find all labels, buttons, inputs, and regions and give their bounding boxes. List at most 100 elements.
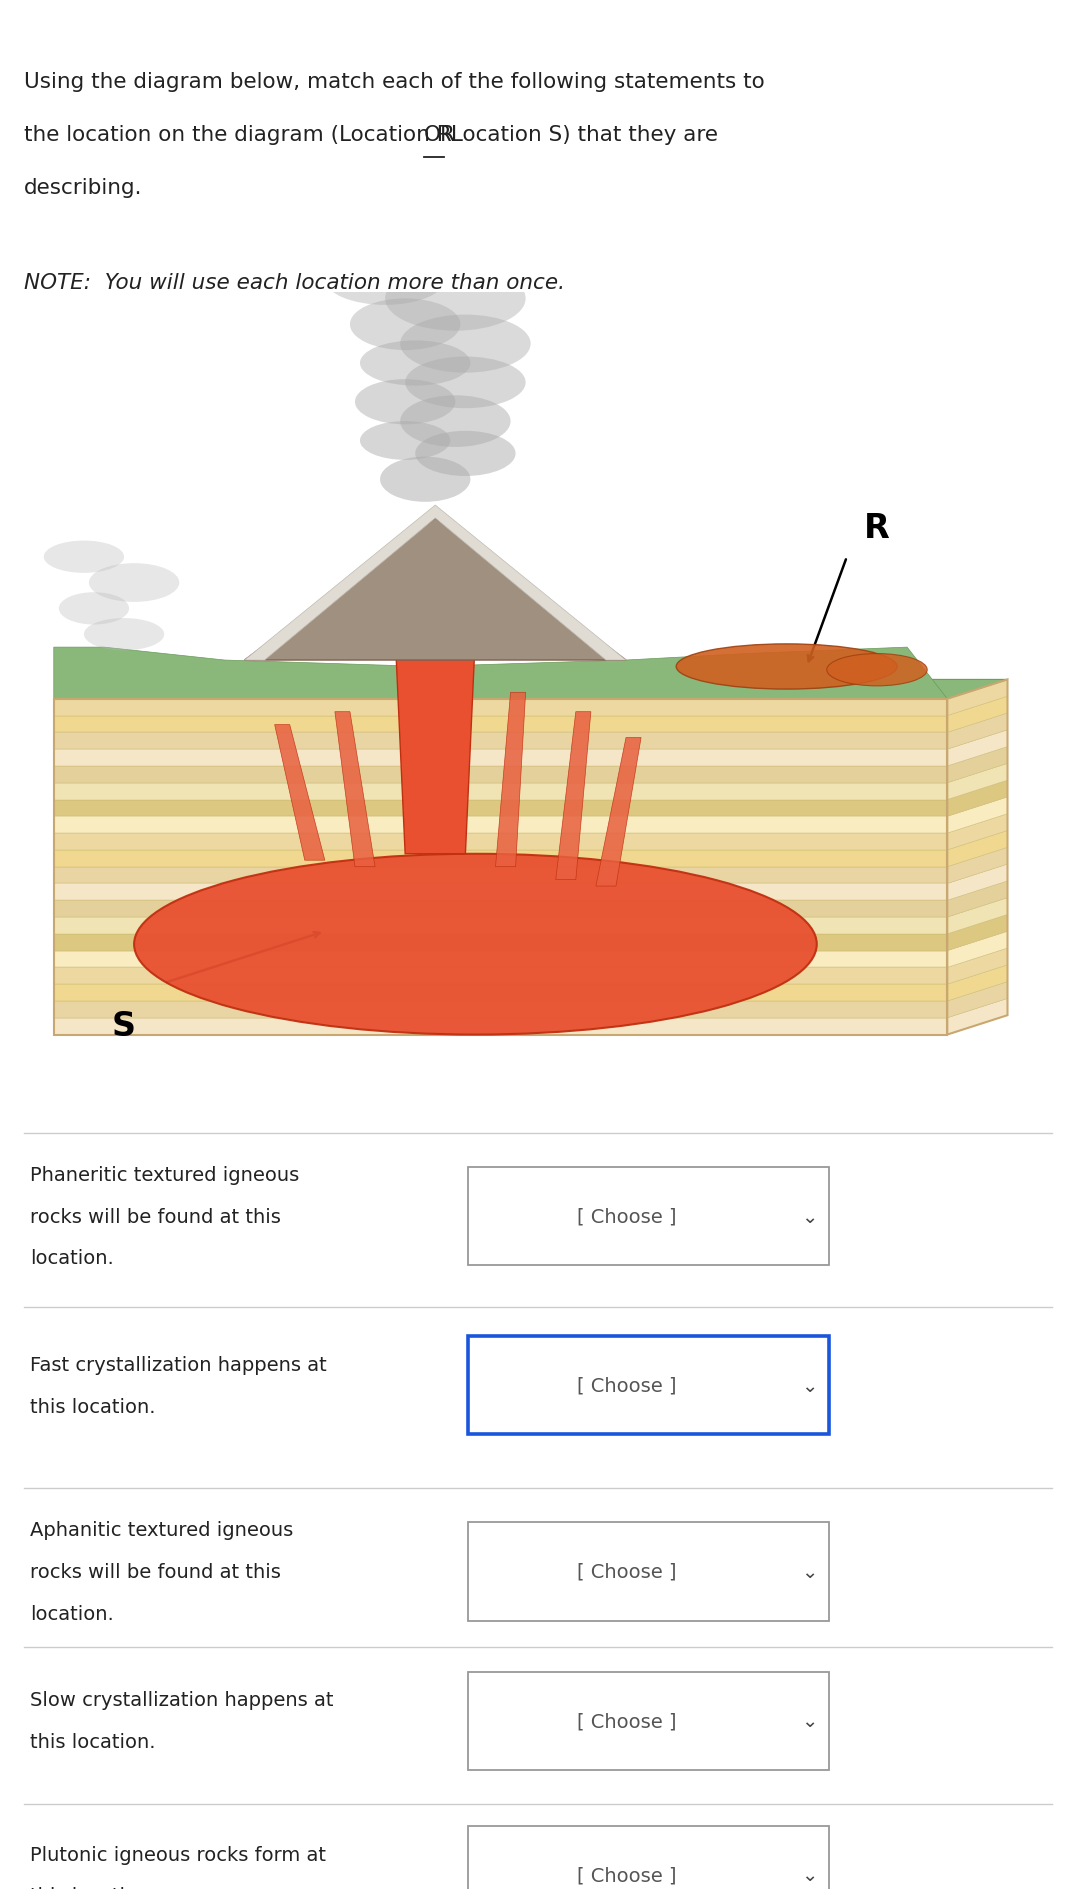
Ellipse shape [89,563,180,603]
Polygon shape [947,780,1007,816]
Polygon shape [54,716,947,733]
Polygon shape [947,697,1007,733]
FancyBboxPatch shape [468,1672,829,1770]
Text: ⌄: ⌄ [801,1864,818,1885]
Polygon shape [54,867,947,884]
Text: [ Choose ]: [ Choose ] [577,1864,677,1885]
Polygon shape [335,712,376,867]
FancyBboxPatch shape [468,1825,829,1889]
Polygon shape [54,901,947,918]
Text: S: S [112,1009,136,1043]
Text: ⌄: ⌄ [801,1375,818,1396]
Polygon shape [947,714,1007,750]
Text: location.: location. [30,1604,114,1623]
Polygon shape [54,680,1007,699]
Polygon shape [947,731,1007,767]
FancyBboxPatch shape [468,1523,829,1621]
Polygon shape [947,763,1007,801]
Polygon shape [54,816,947,833]
Polygon shape [947,931,1007,967]
Polygon shape [54,648,947,699]
Ellipse shape [380,457,470,502]
Ellipse shape [134,854,817,1035]
Polygon shape [54,833,947,850]
Polygon shape [947,882,1007,918]
Ellipse shape [84,620,165,652]
Polygon shape [947,999,1007,1035]
Polygon shape [54,699,947,716]
Text: Using the diagram below, match each of the following statements to: Using the diagram below, match each of t… [24,72,764,93]
Polygon shape [947,748,1007,784]
Ellipse shape [355,380,455,425]
Polygon shape [947,897,1007,935]
Text: ⌄: ⌄ [801,1711,818,1730]
Text: the location on the diagram (Location R: the location on the diagram (Location R [24,125,458,145]
Text: Location S) that they are: Location S) that they are [444,125,718,145]
Text: ⌄: ⌄ [801,1562,818,1581]
Polygon shape [947,865,1007,901]
Text: describing.: describing. [24,178,142,198]
Ellipse shape [676,644,897,689]
FancyBboxPatch shape [468,1337,829,1436]
Polygon shape [244,506,626,661]
Polygon shape [596,739,641,886]
Text: rocks will be found at this: rocks will be found at this [30,1207,281,1226]
Text: OR: OR [424,125,456,145]
Ellipse shape [415,431,515,476]
Text: this location.: this location. [30,1885,156,1889]
Text: ⌄: ⌄ [801,1207,818,1226]
Polygon shape [947,948,1007,984]
Ellipse shape [59,593,129,625]
Polygon shape [54,884,947,901]
Polygon shape [947,680,1007,716]
Text: Phaneritic textured igneous: Phaneritic textured igneous [30,1166,299,1184]
Ellipse shape [370,229,521,293]
Polygon shape [54,784,947,801]
Text: Fast crystallization happens at: Fast crystallization happens at [30,1354,327,1375]
Polygon shape [54,918,947,935]
Ellipse shape [826,654,928,686]
Text: rocks will be found at this: rocks will be found at this [30,1562,281,1581]
Ellipse shape [400,397,511,448]
Ellipse shape [325,255,445,306]
Polygon shape [54,952,947,967]
Text: [ Choose ]: [ Choose ] [577,1711,677,1730]
Polygon shape [947,814,1007,850]
Polygon shape [54,733,947,750]
Ellipse shape [406,357,525,410]
Ellipse shape [350,298,461,351]
Polygon shape [947,797,1007,833]
Polygon shape [947,982,1007,1018]
FancyBboxPatch shape [468,1167,829,1266]
Text: [ Choose ]: [ Choose ] [577,1207,677,1226]
Polygon shape [54,850,947,867]
Polygon shape [54,984,947,1001]
Ellipse shape [385,266,525,332]
Polygon shape [947,831,1007,867]
Polygon shape [54,1018,947,1035]
Text: Slow crystallization happens at: Slow crystallization happens at [30,1691,334,1710]
Polygon shape [555,712,591,880]
Text: this location.: this location. [30,1396,156,1417]
Polygon shape [54,967,947,984]
Polygon shape [54,1001,947,1018]
Polygon shape [496,693,525,867]
Text: this location.: this location. [30,1732,156,1751]
Polygon shape [244,519,626,661]
Text: [ Choose ]: [ Choose ] [577,1375,677,1396]
Text: location.: location. [30,1249,114,1268]
Polygon shape [274,725,325,861]
Ellipse shape [44,542,124,574]
Ellipse shape [400,315,530,374]
Ellipse shape [360,342,470,387]
Polygon shape [947,965,1007,1001]
Polygon shape [947,914,1007,952]
Text: Plutonic igneous rocks form at: Plutonic igneous rocks form at [30,1844,326,1864]
Polygon shape [54,935,947,952]
Polygon shape [947,848,1007,884]
Polygon shape [54,801,947,816]
Text: Aphanitic textured igneous: Aphanitic textured igneous [30,1521,294,1540]
Text: [ Choose ]: [ Choose ] [577,1562,677,1581]
Text: NOTE:  You will use each location more than once.: NOTE: You will use each location more th… [24,272,565,293]
Text: R: R [864,512,890,544]
